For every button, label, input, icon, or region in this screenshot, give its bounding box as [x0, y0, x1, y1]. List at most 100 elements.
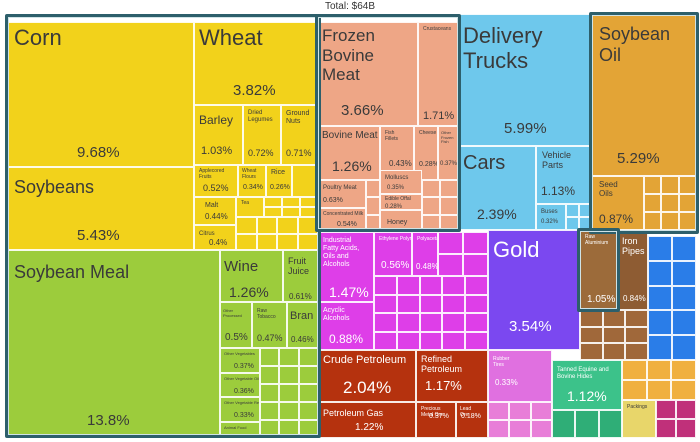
tile-barley[interactable]: Barley 1.03% — [194, 105, 243, 165]
tile-small-chemical[interactable] — [396, 276, 420, 295]
tile-small-animal[interactable] — [366, 214, 380, 232]
tile-small-chemical[interactable] — [374, 294, 397, 313]
tile-bran[interactable]: Bran 0.46% — [287, 302, 318, 348]
tile-ground-nuts[interactable]: Ground Nuts 0.71% — [281, 105, 318, 165]
tile-small-animal[interactable] — [366, 180, 380, 198]
tile-small-machinery[interactable] — [648, 310, 672, 336]
tile-small-chemical[interactable] — [465, 294, 488, 313]
tile-precious-metal-ore[interactable]: Precious Metal Ore 0.37% — [416, 402, 456, 438]
tile-small-misc[interactable] — [671, 380, 696, 400]
tile-small-chemical[interactable] — [438, 254, 463, 276]
tile-small-misc[interactable] — [509, 402, 531, 420]
tile-other-processed-vegetables[interactable]: Other Processed 0.5% — [220, 302, 252, 348]
tile-wine[interactable]: Wine 1.26% — [220, 250, 283, 302]
tile-small-vegetable[interactable] — [260, 384, 280, 402]
tile-small-oil[interactable] — [661, 194, 679, 212]
tile-small-vegetable[interactable] — [282, 197, 300, 207]
tile-industrial-fatty-acids-oils-and-alcohols[interactable]: Industrial Fatty Acids, Oils and Alcohols 1.… — [318, 232, 374, 302]
tile-small-transport[interactable] — [566, 217, 579, 230]
tile-small-vegetable[interactable] — [236, 217, 257, 234]
tile-cars[interactable]: Cars 2.39% — [458, 146, 536, 230]
tile-bovine-meat[interactable]: Bovine Meat 1.26% — [318, 126, 380, 180]
tile-other-frozen-fish[interactable]: Other Frozen Fish 0.37% — [438, 126, 458, 180]
tile-small-misc[interactable] — [488, 420, 510, 438]
tile-small-chemical[interactable] — [396, 313, 420, 332]
tile-small-misc[interactable] — [646, 380, 672, 400]
tile-small-chemical[interactable] — [419, 294, 443, 313]
tile-small-metal[interactable] — [580, 310, 603, 327]
tile-small-vegetable[interactable] — [298, 402, 318, 420]
tile-small-vegetable[interactable] — [264, 197, 282, 207]
tile-other-vegetables[interactable]: Other Vegetables 0.37% — [220, 348, 260, 373]
tile-acyclic-alcohols[interactable]: Acyclic Alcohols 0.88% — [318, 302, 374, 350]
tile-petroleum-gas[interactable]: Petroleum Gas 1.22% — [318, 402, 416, 438]
tile-small-vegetable[interactable] — [297, 217, 318, 234]
tile-wheat-flours[interactable]: Wheat Flours 0.34% — [238, 165, 266, 197]
tile-small-machinery[interactable] — [672, 236, 696, 261]
tile-small-metal[interactable] — [580, 343, 603, 360]
tile-small-metal[interactable] — [602, 326, 626, 344]
tile-vehicle-parts[interactable]: Vehicle Parts 1.13% — [536, 146, 592, 204]
tile-small-vegetable[interactable] — [279, 402, 299, 420]
tile-soybean-meal[interactable]: Soybean Meal 13.8% — [8, 250, 220, 438]
tile-small-machinery[interactable] — [648, 335, 672, 360]
tile-small-misc[interactable] — [656, 400, 676, 419]
tile-crude-petroleum[interactable]: Crude Petroleum 2.04% — [318, 350, 416, 402]
tile-small-transport[interactable] — [566, 204, 579, 217]
tile-small-chemical[interactable] — [374, 331, 397, 350]
tile-small-animal[interactable] — [440, 214, 458, 232]
tile-small-metal[interactable] — [625, 343, 648, 360]
tile-small-machinery[interactable] — [648, 260, 672, 286]
tile-edible-offal[interactable]: Edible Offal 0.28% — [380, 194, 422, 210]
tile-small-animal[interactable] — [422, 197, 440, 215]
tile-small-chemical[interactable] — [442, 294, 466, 313]
tile-small-chemical[interactable] — [374, 313, 397, 332]
tile-lead-ore[interactable]: Lead Ore 0.18% — [456, 402, 488, 438]
tile-small-chemical[interactable] — [442, 331, 466, 350]
tile-poultry-meat[interactable]: Poultry Meat 0.63% — [318, 180, 366, 208]
tile-small-oil[interactable] — [644, 212, 662, 230]
tile-delivery-trucks[interactable]: Delivery Trucks 5.99% — [458, 14, 592, 146]
tile-small-vegetable[interactable] — [279, 420, 299, 438]
tile-raw-aluminium-bg[interactable]: Raw Aluminium 1.05% — [580, 230, 618, 310]
tile-small-transport[interactable] — [579, 217, 592, 230]
tile-small-oil[interactable] — [678, 176, 696, 194]
tile-soybeans[interactable]: Soybeans 5.43% — [8, 167, 194, 250]
tile-small-misc[interactable] — [552, 410, 576, 438]
tile-small-metal[interactable] — [602, 343, 626, 360]
tile-molluscs[interactable]: Molluscs 0.35% — [380, 170, 422, 194]
tile-small-vegetable[interactable] — [256, 233, 277, 250]
tile-small-vegetable[interactable] — [300, 207, 318, 217]
tile-small-chemical[interactable] — [438, 232, 463, 254]
tile-small-chemical[interactable] — [396, 294, 420, 313]
tile-small-chemical[interactable] — [419, 276, 443, 295]
tile-packings[interactable]: Packings — [622, 400, 656, 438]
tile-raw-tobacco[interactable]: Raw Tobacco 0.47% — [252, 302, 287, 348]
tile-small-vegetable[interactable] — [277, 233, 298, 250]
tile-small-oil[interactable] — [678, 194, 696, 212]
tile-small-vegetable[interactable] — [277, 217, 298, 234]
tile-small-chemical[interactable] — [463, 232, 488, 254]
tile-tanned-equine-and-bovine-hides[interactable]: Tanned Equine and Bovine Hides 1.12% — [552, 360, 622, 410]
tile-small-machinery[interactable] — [648, 236, 672, 261]
tile-small-misc[interactable] — [509, 420, 531, 438]
tile-small-chemical[interactable] — [463, 254, 488, 276]
tile-small-vegetable[interactable] — [260, 420, 280, 438]
tile-concentrated-milk[interactable]: Concentrated Milk 0.54% — [318, 208, 366, 232]
tile-small-machinery[interactable] — [672, 260, 696, 286]
tile-small-chemical[interactable] — [465, 313, 488, 332]
tile-crustaceans[interactable]: Crustaceans 1.71% — [418, 22, 458, 126]
tile-small-transport[interactable] — [579, 204, 592, 217]
tile-small-vegetable[interactable] — [260, 402, 280, 420]
tile-small-oil[interactable] — [678, 212, 696, 230]
tile-polyacetals[interactable]: Polyacetals 0.48% — [412, 232, 438, 276]
tile-small-machinery[interactable] — [648, 285, 672, 311]
tile-small-misc[interactable] — [530, 420, 552, 438]
tile-small-vegetable[interactable] — [292, 165, 318, 197]
tile-small-metal[interactable] — [580, 326, 603, 344]
tile-small-animal[interactable] — [440, 197, 458, 215]
tile-applecored-fruits[interactable]: Applecored Fruits 0.52% — [194, 165, 238, 197]
tile-tea[interactable]: Tea — [236, 197, 264, 217]
tile-small-metal[interactable] — [625, 326, 648, 344]
tile-small-animal[interactable] — [422, 180, 440, 198]
